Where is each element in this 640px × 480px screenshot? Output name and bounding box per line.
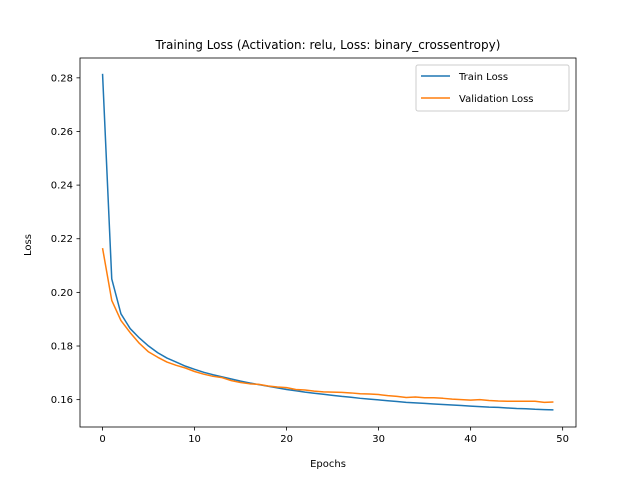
y-tick-label: 0.24 [51, 181, 73, 192]
x-axis-label: Epochs [310, 459, 346, 470]
x-tick-label: 20 [280, 434, 293, 445]
y-tick-label: 0.20 [51, 288, 73, 299]
x-tick-label: 50 [556, 434, 569, 445]
series-line-validation-loss [101, 248, 554, 404]
legend-label-validation-loss: Validation Loss [459, 94, 534, 105]
x-tick-label: 30 [372, 434, 385, 445]
y-axis-label: Loss [23, 234, 34, 256]
x-tick-label: 0 [99, 434, 105, 445]
plot-area: 0 10 20 30 40 50 0.16 0.18 0.20 0.22 0.24 0.26 0.28 [51, 57, 577, 445]
axes-frame [79, 57, 577, 428]
x-tick-label: 10 [188, 434, 201, 445]
chart-title: Training Loss (Activation: relu, Loss: b… [155, 38, 501, 52]
y-tick-label: 0.22 [51, 234, 73, 245]
x-tick-label: 40 [464, 434, 477, 445]
y-tick-label: 0.18 [51, 342, 73, 353]
series-line-train-loss [101, 73, 554, 411]
y-tick-label: 0.16 [51, 395, 73, 406]
legend-label-train-loss: Train Loss [458, 72, 508, 83]
legend: Train Loss Validation Loss [415, 64, 570, 112]
legend-frame [415, 64, 570, 112]
y-tick-label: 0.28 [51, 73, 73, 84]
y-tick-label: 0.26 [51, 127, 73, 138]
